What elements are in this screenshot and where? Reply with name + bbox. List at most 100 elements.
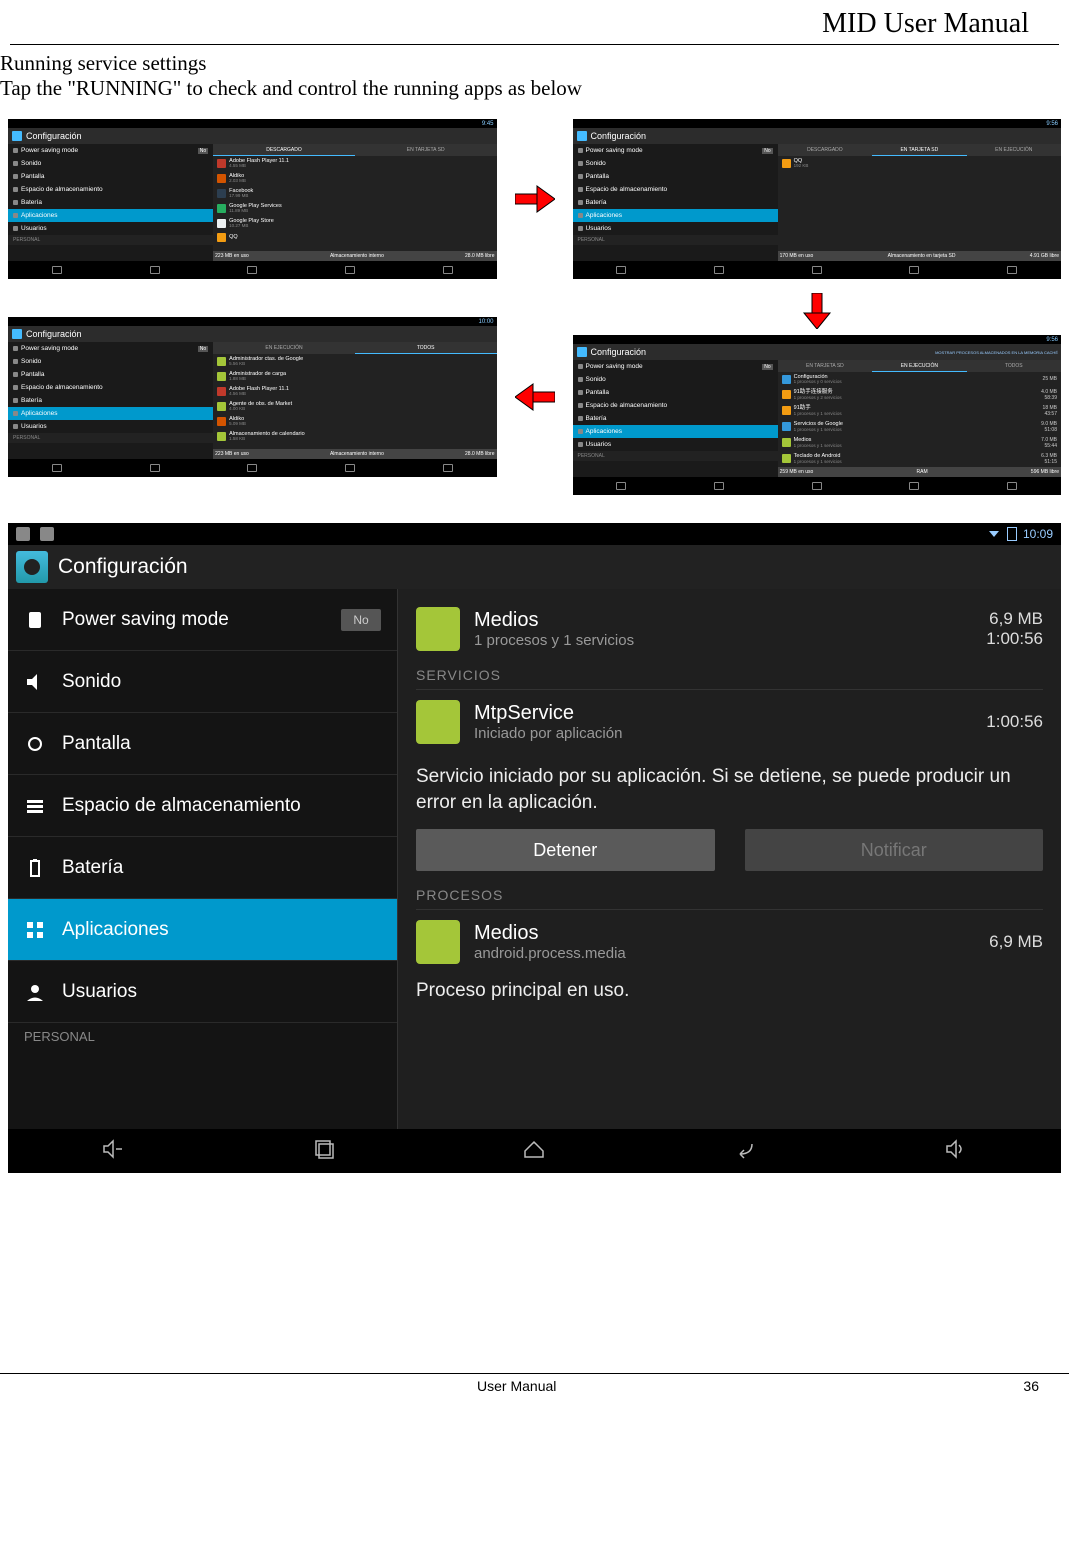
app-row[interactable]: Agente de obs. de Market4.00 KB [213, 399, 496, 414]
sidebar-item-battery[interactable]: Batería [8, 837, 397, 899]
tab[interactable]: EN EJECUCIÓN [213, 342, 355, 354]
stop-button[interactable]: Detener [416, 829, 715, 871]
app-row[interactable]: Servicios de Google1 procesos y 1 servic… [778, 419, 1061, 435]
sidebar-item-label: Power saving mode [62, 609, 229, 631]
power-icon [24, 609, 46, 631]
sidebar-item[interactable]: Pantalla [573, 170, 778, 183]
sidebar-item[interactable]: Aplicaciones [573, 425, 778, 438]
app-row[interactable]: Facebook17.99 MB [213, 186, 496, 201]
sidebar-item[interactable]: Pantalla [8, 368, 213, 381]
sidebar-item[interactable]: Usuarios [573, 222, 778, 235]
gear-icon [16, 551, 48, 583]
sidebar-item[interactable]: Sonido [8, 157, 213, 170]
sidebar-item[interactable]: Aplicaciones [8, 209, 213, 222]
sidebar-item[interactable]: Usuarios [573, 438, 778, 451]
app-row[interactable]: Medios1 procesos y 1 servicios7.0 MB55:4… [778, 435, 1061, 451]
sidebar-item-users[interactable]: Usuarios [8, 961, 397, 1023]
sidebar-item[interactable]: Power saving modeNo [8, 342, 213, 355]
arrow-left-icon [505, 382, 565, 412]
sidebar-item[interactable]: Usuarios [8, 420, 213, 433]
tab[interactable]: EN TARJETA SD [778, 360, 872, 372]
app-row[interactable]: Google Play Services11.89 MB [213, 201, 496, 216]
tab[interactable]: TODOS [355, 342, 497, 354]
status-time: 9:45 [482, 121, 494, 127]
tab[interactable]: DESCARGADO [213, 144, 355, 156]
status-icon [40, 527, 54, 541]
sidebar-item[interactable]: Power saving modeNo [573, 144, 778, 157]
tab[interactable]: EN EJECUCIÓN [967, 144, 1061, 156]
toggle-switch[interactable]: No [341, 609, 381, 631]
sidebar-item[interactable]: Batería [8, 394, 213, 407]
tab[interactable]: TODOS [967, 360, 1061, 372]
app-row[interactable]: Adobe Flash Player 11.14.55 MB [213, 156, 496, 171]
sidebar-item[interactable]: Espacio de almacenamiento [573, 399, 778, 412]
app-row[interactable]: Adobe Flash Player 11.14.56 MB [213, 384, 496, 399]
app-row[interactable]: Aldiko5.09 MB [213, 414, 496, 429]
app-row[interactable]: 91助手连接服务1 procesos y 2 servicios4.0 MB58… [778, 387, 1061, 403]
service-subtitle: Iniciado por aplicación [474, 725, 986, 742]
storage-bar: 223 MB en usoAlmacenamiento interno28.0 … [213, 251, 496, 261]
sidebar-item[interactable]: Sonido [573, 157, 778, 170]
service-description: Servicio iniciado por su aplicación. Si … [416, 754, 1043, 829]
app-row[interactable]: Administrador de carga1.88 MB [213, 369, 496, 384]
tab[interactable]: EN TARJETA SD [355, 144, 497, 156]
app-size: 6,9 MB [986, 609, 1043, 629]
sidebar-item-apps[interactable]: Aplicaciones [8, 899, 397, 961]
home-icon[interactable] [521, 1138, 547, 1165]
screenshot-flow: 9:45 Configuración Power saving modeNoSo… [0, 119, 1069, 495]
app-row[interactable]: Almacenamiento de calendario1.58 KB [213, 429, 496, 444]
tab[interactable]: DESCARGADO [778, 144, 872, 156]
app-row[interactable]: Aldiko2.03 MB [213, 171, 496, 186]
arrow-right-icon [505, 184, 565, 214]
sidebar-item[interactable]: Espacio de almacenamiento [573, 183, 778, 196]
sidebar-item[interactable]: Sonido [8, 355, 213, 368]
sidebar-section-header: PERSONAL [8, 433, 213, 443]
window-title: Configuración [591, 131, 647, 141]
sidebar-item[interactable]: Aplicaciones [8, 407, 213, 420]
recent-apps-icon[interactable] [311, 1138, 337, 1165]
status-icon [16, 527, 30, 541]
app-row[interactable]: QQ [213, 231, 496, 244]
sidebar-item-display[interactable]: Pantalla [8, 713, 397, 775]
title-bar: Configuración [8, 545, 1061, 589]
volume-down-icon[interactable] [100, 1138, 126, 1165]
back-icon[interactable] [732, 1138, 758, 1165]
sidebar-item[interactable]: Espacio de almacenamiento [8, 183, 213, 196]
gear-icon [577, 347, 587, 357]
app-row[interactable]: Configuración1 procesos y 0 servicios25 … [778, 372, 1061, 387]
sidebar-item[interactable]: Batería [573, 196, 778, 209]
sidebar-item[interactable]: Espacio de almacenamiento [8, 381, 213, 394]
app-row[interactable]: Google Play Store10.27 MB [213, 216, 496, 231]
sidebar-item-label: Espacio de almacenamiento [62, 795, 301, 817]
app-row[interactable]: QQ192 KB [778, 156, 1061, 171]
sidebar-item-sound[interactable]: Sonido [8, 651, 397, 713]
tab[interactable]: EN TARJETA SD [872, 144, 966, 156]
sidebar-item-label: Usuarios [62, 981, 137, 1003]
sidebar-item[interactable]: Pantalla [573, 386, 778, 399]
process-row[interactable]: Medios android.process.media 6,9 MB [416, 910, 1043, 974]
window-title: Configuración [26, 131, 82, 141]
section-title: Running service settings [0, 51, 1069, 76]
app-row[interactable]: Administrador ctas. de Google5.56 KB [213, 354, 496, 369]
window-title: Configuración [591, 347, 647, 357]
volume-up-icon[interactable] [943, 1138, 969, 1165]
tab[interactable]: EN EJECUCIÓN [872, 360, 966, 372]
sidebar-item[interactable]: Pantalla [8, 170, 213, 183]
sidebar-item-label: Pantalla [62, 733, 131, 755]
sidebar-section-header: PERSONAL [573, 235, 778, 245]
sidebar-item[interactable]: Batería [573, 412, 778, 425]
sidebar-item[interactable]: Usuarios [8, 222, 213, 235]
status-time: 9:56 [1046, 337, 1058, 343]
sidebar-item[interactable]: Aplicaciones [573, 209, 778, 222]
app-row[interactable]: Teclado de Android1 procesos y 1 servici… [778, 451, 1061, 467]
sidebar-item[interactable]: Power saving modeNo [573, 360, 778, 373]
sidebar-item[interactable]: Sonido [573, 373, 778, 386]
sidebar-item-storage[interactable]: Espacio de almacenamiento [8, 775, 397, 837]
app-header-row[interactable]: Medios 1 procesos y 1 servicios 6,9 MB 1… [416, 597, 1043, 661]
sidebar-item-power[interactable]: Power saving mode No [8, 589, 397, 651]
service-row[interactable]: MtpService Iniciado por aplicación 1:00:… [416, 690, 1043, 754]
page-footer: User Manual 36 [0, 1373, 1069, 1404]
app-row[interactable]: 91助手1 procesos y 1 servicios18 MB43:57 [778, 403, 1061, 419]
sidebar-item[interactable]: Batería [8, 196, 213, 209]
sidebar-item[interactable]: Power saving modeNo [8, 144, 213, 157]
